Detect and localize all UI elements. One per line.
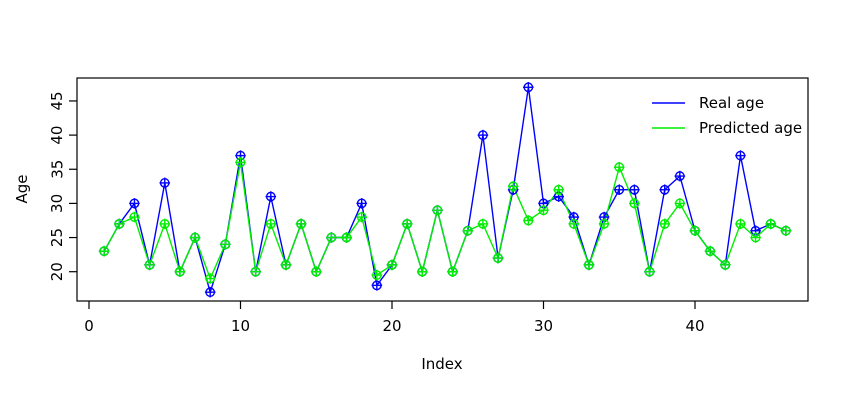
series-line-predicted-age	[103, 162, 787, 281]
x-tick-label: 10	[231, 317, 250, 335]
series-lines	[103, 87, 787, 295]
x-tick-label: 40	[685, 317, 704, 335]
x-axis-ticks: 0 10 20 30 40	[84, 301, 705, 335]
x-tick-label: 0	[84, 317, 94, 335]
legend-label-predicted-age: Predicted age	[699, 119, 802, 137]
legend: Real age Predicted age	[652, 94, 802, 137]
y-tick-label: 25	[48, 228, 66, 247]
y-axis-title: Age	[13, 174, 31, 203]
y-tick-label: 35	[48, 160, 66, 179]
y-tick-label: 20	[48, 262, 66, 281]
series-markers-predicted-age	[98, 157, 792, 284]
x-tick-label: 20	[382, 317, 401, 335]
y-axis-ticks: 20 25 30 35 40 45	[48, 91, 77, 281]
x-axis-title: Index	[421, 355, 462, 373]
y-tick-label: 40	[48, 126, 66, 145]
series-markers	[98, 81, 792, 298]
y-tick-label: 30	[48, 194, 66, 213]
plot-border	[76, 77, 809, 302]
x-tick-label: 30	[534, 317, 553, 335]
legend-label-real-age: Real age	[699, 94, 764, 112]
series-line-real-age	[103, 87, 787, 295]
y-tick-label: 45	[48, 91, 66, 110]
